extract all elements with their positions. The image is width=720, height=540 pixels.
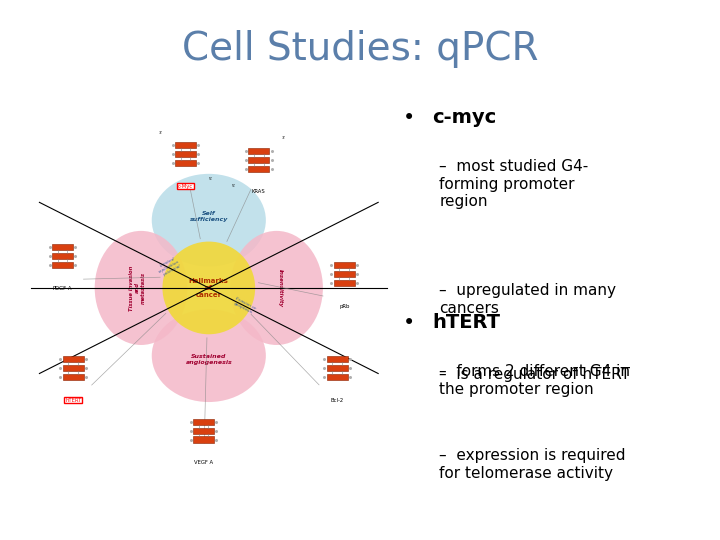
Ellipse shape [95, 231, 187, 345]
Bar [52, 244, 73, 250]
Text: –  most studied G4-
forming promoter
region: – most studied G4- forming promoter regi… [439, 159, 588, 209]
Text: pRb: pRb [339, 304, 349, 309]
Text: hTERT: hTERT [65, 397, 81, 403]
Bar [52, 253, 73, 259]
Bar [248, 157, 269, 163]
Text: Tissue invasion
and
metastasis: Tissue invasion and metastasis [129, 265, 145, 310]
Text: 5': 5' [232, 184, 235, 188]
Bar [175, 142, 196, 149]
Ellipse shape [152, 174, 266, 267]
Bar [334, 262, 355, 268]
Bar [193, 418, 214, 424]
Text: c-Myc: c-Myc [178, 184, 193, 188]
Bar [63, 365, 84, 371]
Bar [334, 280, 355, 286]
Text: VEGF A: VEGF A [194, 460, 213, 465]
Ellipse shape [230, 231, 323, 345]
Text: 3': 3' [159, 131, 163, 135]
Ellipse shape [152, 309, 266, 402]
Circle shape [163, 241, 255, 334]
Bar [52, 262, 73, 268]
Text: Self
sufficiency: Self sufficiency [189, 211, 228, 222]
Bar [248, 165, 269, 172]
Text: •: • [403, 108, 415, 128]
Bar [334, 271, 355, 276]
Text: Limited
replication
potential: Limited replication potential [156, 255, 183, 278]
Text: Cell Studies: qPCR: Cell Studies: qPCR [181, 30, 539, 68]
Text: Bcl-2: Bcl-2 [330, 397, 343, 403]
Text: 5': 5' [209, 177, 212, 181]
Text: c-myc: c-myc [432, 108, 496, 127]
Text: PDGF-A: PDGF-A [53, 286, 72, 291]
Text: 3': 3' [282, 136, 286, 140]
Text: Evasion or
apoptosis: Evasion or apoptosis [233, 296, 256, 315]
Bar [63, 374, 84, 380]
Bar [193, 428, 214, 434]
Bar [63, 356, 84, 362]
Bar [175, 160, 196, 166]
Bar [248, 147, 269, 153]
Bar [193, 436, 214, 443]
Text: –  forms 2 different G4 in
the promoter region: – forms 2 different G4 in the promoter r… [439, 364, 630, 397]
Text: hTERT: hTERT [432, 313, 500, 332]
Bar [327, 365, 348, 371]
Text: Insensitivity: Insensitivity [278, 269, 283, 307]
Text: –  is a regulator of hTERT: – is a regulator of hTERT [439, 367, 630, 382]
Text: –  expression is required
for telomerase activity: – expression is required for telomerase … [439, 448, 626, 481]
Text: •: • [403, 313, 415, 333]
Bar [327, 374, 348, 380]
Text: KRAS: KRAS [252, 189, 266, 194]
Bar [175, 151, 196, 157]
Bar [327, 356, 348, 362]
Text: Sustained
angiogenesis: Sustained angiogenesis [186, 354, 232, 364]
Text: Hallmarks
of
cancer: Hallmarks of cancer [189, 278, 229, 298]
Text: –  upregulated in many
cancers: – upregulated in many cancers [439, 284, 616, 316]
